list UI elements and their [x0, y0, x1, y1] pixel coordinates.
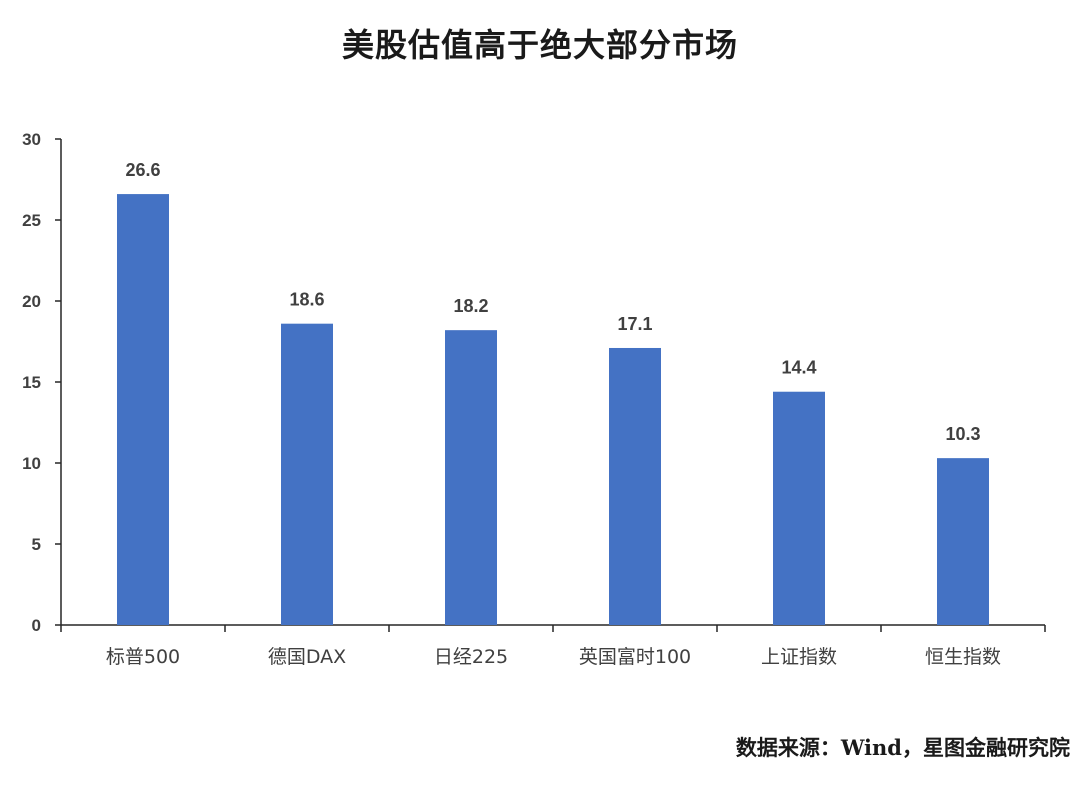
y-tick-label: 5: [32, 535, 41, 554]
bar: [281, 323, 333, 625]
y-tick-label: 0: [32, 616, 41, 635]
bar: [937, 458, 989, 625]
x-tick-label: 标普500: [106, 646, 180, 668]
bar: [445, 330, 497, 625]
bar: [609, 347, 661, 625]
data-label: 18.2: [453, 296, 488, 316]
data-label: 14.4: [781, 358, 816, 378]
bar: [117, 194, 169, 625]
y-tick-label: 10: [22, 454, 41, 473]
data-label: 18.6: [289, 290, 324, 310]
source-note: 数据来源：Wind，星图金融研究院: [735, 735, 1070, 760]
y-tick-label: 20: [22, 292, 41, 311]
x-tick-label: 日经225: [434, 646, 508, 668]
bar: [773, 391, 825, 625]
chart-title: 美股估值高于绝大部分市场: [341, 26, 738, 64]
x-tick-label: 恒生指数: [925, 646, 1001, 668]
data-label: 26.6: [125, 160, 160, 180]
data-label: 10.3: [945, 424, 980, 444]
x-tick-label: 上证指数: [761, 646, 837, 668]
y-tick-label: 30: [22, 130, 41, 149]
y-tick-label: 15: [22, 373, 41, 392]
x-tick-label: 德国DAX: [268, 646, 346, 668]
y-tick-label: 25: [22, 211, 41, 230]
data-label: 17.1: [617, 314, 652, 334]
x-tick-label: 英国富时100: [579, 646, 691, 668]
